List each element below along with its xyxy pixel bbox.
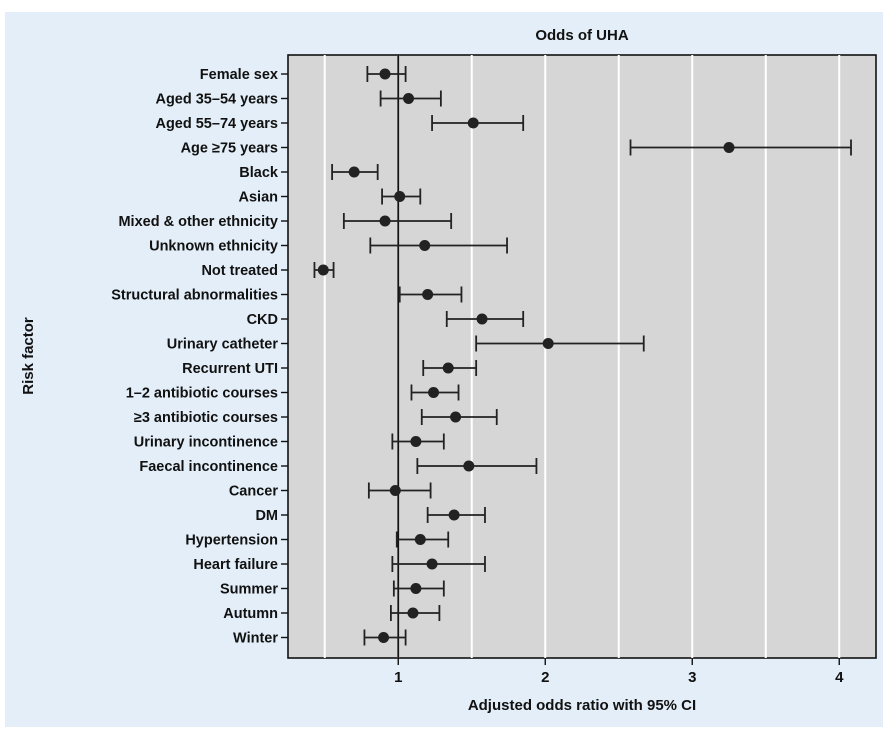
- point-estimate: [422, 289, 434, 300]
- row-label: Autumn: [223, 606, 278, 622]
- row-summer: Summer: [220, 580, 445, 598]
- row-label: Black: [239, 165, 279, 181]
- point-estimate: [463, 460, 475, 472]
- point-estimate: [394, 191, 406, 202]
- row-1-2-antibiotic-courses: 1–2 antibiotic courses: [126, 384, 460, 402]
- row-label: Cancer: [229, 484, 279, 500]
- row-not-treated: Not treated: [201, 262, 335, 279]
- row-unknown-ethnicity: Unknown ethnicity: [149, 237, 508, 255]
- row-label: Mixed & other ethnicity: [118, 214, 278, 230]
- point-estimate: [389, 485, 401, 496]
- row-label: Heart failure: [193, 557, 278, 573]
- row-faecal-incontinence: Faecal incontinence: [139, 458, 538, 475]
- point-estimate: [414, 534, 426, 545]
- row-black: Black: [239, 164, 379, 181]
- x-axis-label: Adjusted odds ratio with 95% CI: [468, 697, 696, 714]
- row-label: CKD: [247, 312, 278, 328]
- point-estimate: [410, 583, 422, 594]
- row-label: ≥3 antibiotic courses: [134, 410, 278, 426]
- row-label: Not treated: [201, 263, 278, 279]
- row-label: Structural abnormalities: [111, 288, 278, 304]
- row-label: Winter: [233, 631, 278, 647]
- row-hypertension: Hypertension: [185, 531, 450, 549]
- x-ticks: 1 2 3 4: [394, 658, 844, 686]
- row-aged-55-74-years: Aged 55–74 years: [155, 115, 525, 132]
- row-urinary-incontinence: Urinary incontinence: [134, 433, 445, 451]
- point-estimate: [442, 362, 454, 374]
- point-estimate: [419, 240, 431, 251]
- x-tick-label: 4: [835, 669, 844, 686]
- forest-plot: Female sex Aged 35–54 years Aged 55–74 yea…: [20, 27, 877, 714]
- row-asian: Asian: [239, 188, 422, 206]
- chart-title: Odds of UHA: [535, 27, 628, 44]
- row-dm: DM: [255, 507, 486, 524]
- row-mixed-other-ethnicity: Mixed & other ethnicity: [118, 213, 453, 230]
- point-estimate: [426, 558, 438, 570]
- row-autumn: Autumn: [223, 605, 441, 622]
- point-estimate: [467, 117, 479, 129]
- x-tick-label: 2: [541, 669, 549, 686]
- point-estimate: [448, 509, 460, 521]
- row-label: 1–2 antibiotic courses: [126, 386, 278, 402]
- point-estimate: [723, 142, 735, 153]
- point-estimate: [542, 338, 554, 349]
- x-tick-label: 1: [394, 669, 402, 686]
- point-estimate: [450, 411, 462, 423]
- row-label: Unknown ethnicity: [149, 239, 278, 255]
- row-label: Summer: [220, 582, 278, 598]
- row-urinary-catheter: Urinary catheter: [167, 335, 645, 353]
- row-label: Hypertension: [185, 533, 278, 549]
- row-winter: Winter: [233, 629, 407, 647]
- row-label: Aged 35–54 years: [155, 92, 278, 108]
- row-structural-abnormalities: Structural abnormalities: [111, 286, 463, 304]
- point-estimate: [348, 166, 360, 178]
- row-aged-35-54-years: Aged 35–54 years: [155, 90, 442, 108]
- row-label: Urinary incontinence: [134, 435, 278, 451]
- row-label: Recurrent UTI: [182, 361, 278, 377]
- row-female-sex: Female sex: [200, 66, 407, 83]
- row-label: Aged 55–74 years: [155, 116, 278, 132]
- row-label: DM: [255, 508, 278, 524]
- point-estimate: [428, 387, 440, 398]
- point-estimate: [317, 264, 329, 276]
- row-label: Faecal incontinence: [139, 459, 278, 475]
- plot-area: [287, 54, 877, 659]
- row-cancer: Cancer: [229, 482, 432, 500]
- row-label: Age ≥75 years: [181, 141, 278, 157]
- point-estimate: [379, 215, 391, 227]
- row-label: Asian: [239, 190, 279, 206]
- chart-panel: Female sex Aged 35–54 years Aged 55–74 yea…: [5, 12, 883, 727]
- row-heart-failure: Heart failure: [193, 556, 486, 573]
- row-recurrent-uti: Recurrent UTI: [182, 360, 478, 377]
- point-estimate: [407, 607, 419, 619]
- row-3-antibiotic-courses: ≥3 antibiotic courses: [134, 409, 498, 426]
- point-estimate: [379, 68, 391, 80]
- row-age-75-years: Age ≥75 years: [181, 139, 852, 157]
- data-rows: Female sex Aged 35–54 years Aged 55–74 yea…: [111, 66, 852, 647]
- row-label: Female sex: [200, 67, 278, 83]
- point-estimate: [403, 93, 415, 104]
- x-tick-label: 3: [688, 669, 696, 686]
- point-estimate: [410, 436, 422, 447]
- row-ckd: CKD: [247, 311, 525, 328]
- y-axis-label: Risk factor: [20, 317, 37, 395]
- point-estimate: [378, 632, 390, 643]
- point-estimate: [476, 313, 488, 325]
- row-label: Urinary catheter: [167, 337, 279, 353]
